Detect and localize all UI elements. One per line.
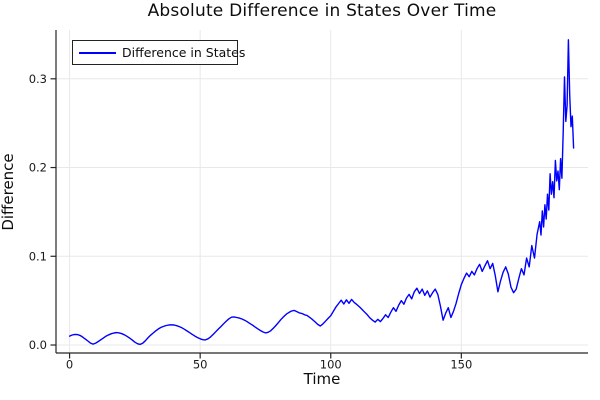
- axis-spines: [55, 30, 588, 354]
- x-tick-labels: 0 50 100 150: [66, 358, 472, 372]
- y-tick-labels: 0.0 0.1 0.2 0.3: [29, 72, 47, 352]
- svg-text:0.1: 0.1: [29, 249, 47, 263]
- svg-text:0.0: 0.0: [29, 338, 47, 352]
- legend-label: Difference in States: [122, 45, 246, 60]
- chart-title: Absolute Difference in States Over Time: [147, 1, 497, 21]
- svg-text:150: 150: [450, 358, 472, 372]
- grid-lines: [56, 30, 588, 353]
- svg-text:0.3: 0.3: [29, 72, 47, 86]
- data-line: [68, 39, 575, 346]
- svg-text:0: 0: [66, 358, 73, 372]
- svg-text:0.2: 0.2: [29, 161, 47, 175]
- svg-text:100: 100: [320, 358, 342, 372]
- legend-line-swatch: [79, 51, 116, 54]
- tick-marks: [50, 78, 462, 359]
- legend: Difference in States: [72, 40, 245, 65]
- svg-text:50: 50: [193, 358, 208, 372]
- x-axis-label: Time: [303, 370, 341, 388]
